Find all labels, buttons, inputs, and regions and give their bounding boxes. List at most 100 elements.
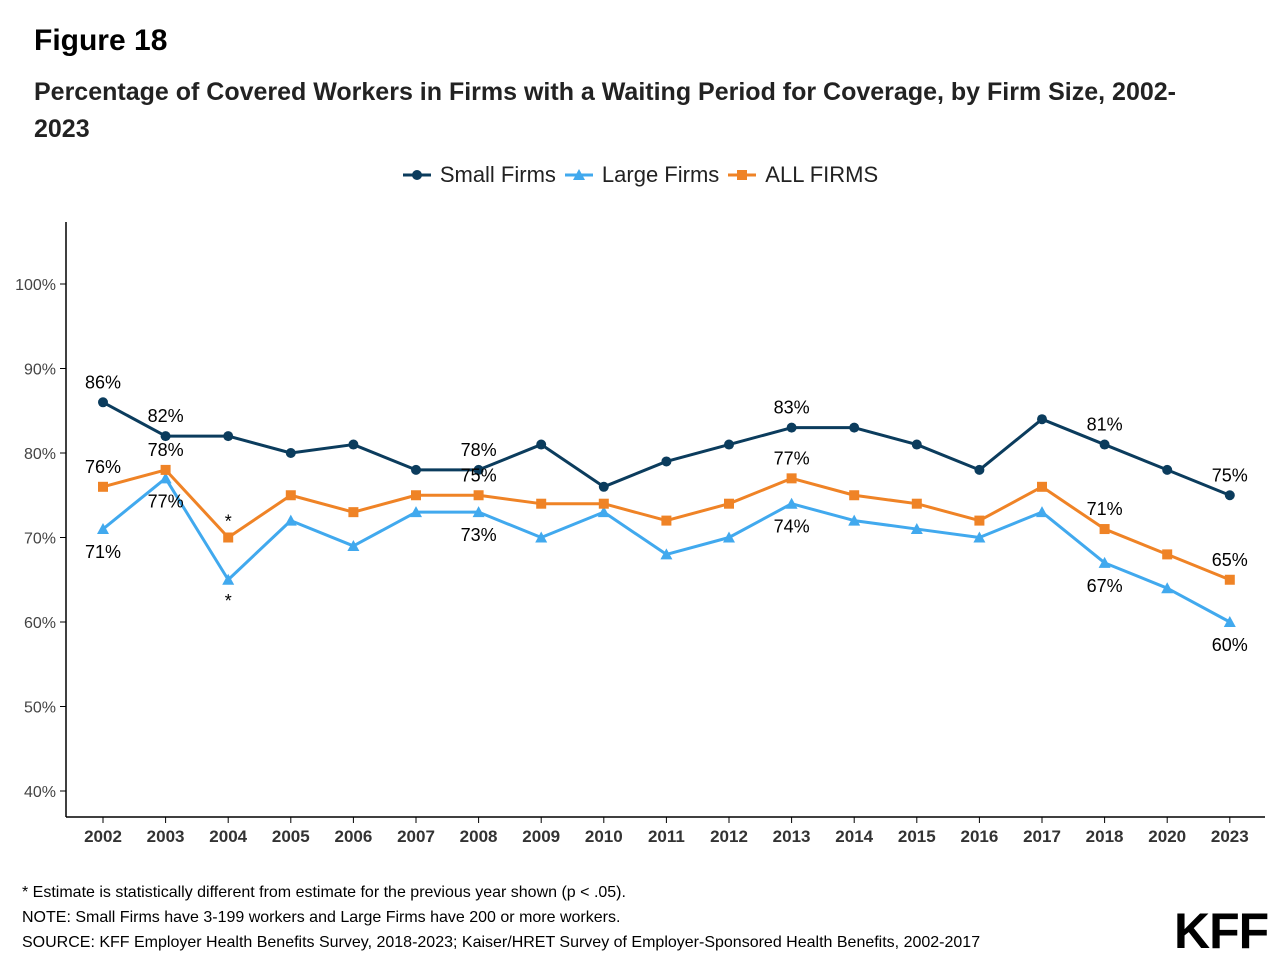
- data-point: [973, 531, 986, 543]
- y-tick-label: 90%: [24, 362, 56, 379]
- kff-logo: KFF: [1174, 903, 1269, 959]
- data-point: [786, 473, 797, 484]
- x-tick-label: 2015: [898, 827, 936, 846]
- data-point: [536, 498, 547, 509]
- legend: Small Firms Large Firms ALL FIRMS: [0, 162, 1280, 188]
- data-point: [1036, 506, 1048, 518]
- data-point: [473, 464, 484, 475]
- data-point: [222, 573, 235, 585]
- data-label: 75%: [1212, 465, 1248, 485]
- data-point: [411, 464, 421, 475]
- data-label: 74%: [774, 517, 810, 537]
- data-point: [1161, 582, 1174, 594]
- data-point: [1162, 549, 1173, 560]
- legend-item-large-firms: Large Firms: [564, 162, 719, 188]
- x-tick-label: 2012: [710, 827, 748, 846]
- data-point: [849, 422, 860, 433]
- data-point: [1224, 490, 1235, 501]
- data-point: [661, 515, 672, 526]
- data-point: [597, 506, 610, 518]
- data-point: [472, 506, 485, 518]
- data-point: [348, 507, 359, 518]
- data-label: 82%: [148, 406, 184, 426]
- data-point: [723, 531, 735, 543]
- data-label: 83%: [774, 398, 810, 418]
- data-label: 81%: [1087, 415, 1123, 435]
- data-point: [910, 523, 923, 535]
- legend-item-all-firms: ALL FIRMS: [727, 162, 878, 188]
- data-label: 71%: [85, 542, 121, 562]
- x-tick-label: 2006: [334, 827, 372, 846]
- legend-marker-circle-icon: [402, 170, 431, 180]
- data-label: 78%: [148, 440, 184, 460]
- data-point: [284, 514, 297, 526]
- data-point: [1223, 616, 1236, 627]
- chart-title: Percentage of Covered Workers in Firms w…: [34, 78, 1176, 143]
- legend-label-small-firms: Small Firms: [439, 162, 556, 187]
- data-label: 77%: [148, 491, 184, 511]
- x-tick-label: 2014: [835, 827, 873, 846]
- data-label: 75%: [461, 465, 497, 485]
- data-label: 60%: [1212, 635, 1248, 655]
- data-point: [97, 523, 109, 535]
- data-label: 67%: [1087, 576, 1123, 596]
- data-point: [974, 464, 985, 475]
- data-label: *: [225, 591, 232, 611]
- legend-marker-square-icon: [728, 170, 757, 180]
- legend-label-large-firms: Large Firms: [601, 162, 720, 187]
- footnote-note: NOTE: Small Firms have 3-199 workers and…: [22, 909, 621, 926]
- x-tick-label: 2018: [1086, 827, 1124, 846]
- y-tick-label: 70%: [24, 531, 56, 548]
- y-tick-label: 50%: [24, 700, 56, 717]
- data-point: [1037, 481, 1047, 492]
- y-tick-label: 60%: [24, 615, 56, 632]
- data-point: [98, 397, 108, 408]
- data-point: [785, 497, 798, 509]
- data-point: [1099, 439, 1110, 450]
- data-point: [660, 548, 673, 560]
- data-point: [1098, 556, 1111, 568]
- data-point: [347, 539, 360, 551]
- data-point: [410, 506, 422, 518]
- data-point: [1162, 464, 1173, 475]
- data-point: [223, 431, 234, 442]
- data-point: [786, 422, 797, 433]
- x-tick-label: 2017: [1023, 827, 1061, 846]
- x-tick-label: 2003: [147, 827, 185, 846]
- data-point: [285, 490, 296, 501]
- data-point: [974, 515, 985, 526]
- x-tick-label: 2009: [522, 827, 560, 846]
- legend-item-small-firms: Small Firms: [402, 162, 556, 188]
- data-point: [348, 439, 359, 450]
- data-label: 76%: [85, 457, 121, 477]
- x-tick-label: 2002: [84, 827, 122, 846]
- legend-marker-triangle-icon: [564, 169, 593, 180]
- data-label: 78%: [461, 440, 497, 460]
- x-tick-label: 2004: [209, 827, 247, 846]
- data-label: 65%: [1212, 550, 1248, 570]
- data-point: [1224, 574, 1235, 585]
- data-point: [1037, 414, 1047, 425]
- data-point: [848, 514, 861, 526]
- x-tick-label: 2011: [648, 827, 685, 846]
- x-tick-label: 2005: [272, 827, 310, 846]
- data-point: [160, 431, 171, 442]
- data-label: 86%: [85, 372, 121, 392]
- data-point: [159, 472, 172, 484]
- data-point: [223, 532, 234, 543]
- x-tick-label: 2016: [960, 827, 998, 846]
- footnote-source: SOURCE: KFF Employer Health Benefits Sur…: [22, 934, 981, 951]
- y-tick-label: 100%: [15, 277, 56, 294]
- data-point: [661, 456, 672, 467]
- data-point: [911, 498, 922, 509]
- data-point: [911, 439, 922, 450]
- y-tick-label: 80%: [24, 446, 56, 463]
- data-point: [285, 448, 296, 458]
- figure-label: Figure 18: [34, 24, 168, 57]
- data-label: *: [225, 512, 232, 532]
- data-point: [473, 490, 484, 501]
- data-label: 73%: [461, 525, 497, 545]
- data-point: [598, 481, 609, 492]
- data-point: [536, 439, 547, 450]
